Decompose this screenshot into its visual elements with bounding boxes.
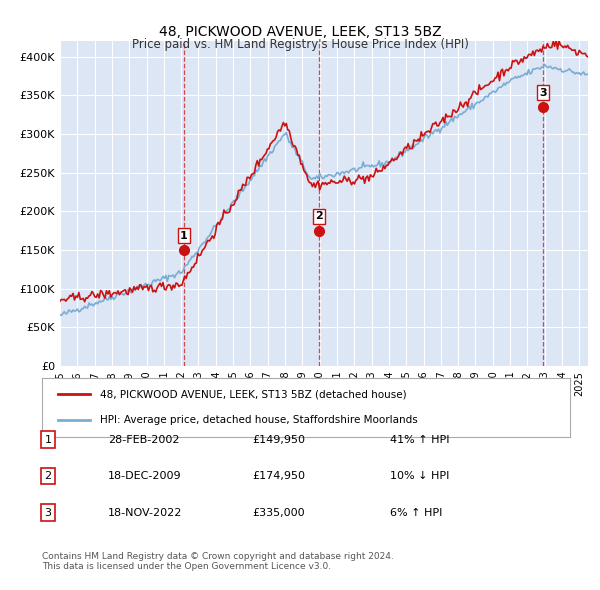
Text: £149,950: £149,950 xyxy=(252,435,305,444)
Text: 48, PICKWOOD AVENUE, LEEK, ST13 5BZ (detached house): 48, PICKWOOD AVENUE, LEEK, ST13 5BZ (det… xyxy=(100,389,407,399)
Text: £335,000: £335,000 xyxy=(252,508,305,517)
Text: Contains HM Land Registry data © Crown copyright and database right 2024.
This d: Contains HM Land Registry data © Crown c… xyxy=(42,552,394,571)
Text: 3: 3 xyxy=(44,508,52,517)
Text: 1: 1 xyxy=(44,435,52,444)
Text: Price paid vs. HM Land Registry's House Price Index (HPI): Price paid vs. HM Land Registry's House … xyxy=(131,38,469,51)
Text: 2: 2 xyxy=(315,211,323,221)
Text: HPI: Average price, detached house, Staffordshire Moorlands: HPI: Average price, detached house, Staf… xyxy=(100,415,418,425)
Text: 10% ↓ HPI: 10% ↓ HPI xyxy=(390,471,449,481)
Text: 48, PICKWOOD AVENUE, LEEK, ST13 5BZ: 48, PICKWOOD AVENUE, LEEK, ST13 5BZ xyxy=(158,25,442,40)
Text: 18-DEC-2009: 18-DEC-2009 xyxy=(108,471,182,481)
Text: 2: 2 xyxy=(44,471,52,481)
Text: 3: 3 xyxy=(539,88,547,98)
Text: 41% ↑ HPI: 41% ↑ HPI xyxy=(390,435,449,444)
Text: 1: 1 xyxy=(180,231,188,241)
Text: 6% ↑ HPI: 6% ↑ HPI xyxy=(390,508,442,517)
Text: £174,950: £174,950 xyxy=(252,471,305,481)
Text: 28-FEB-2002: 28-FEB-2002 xyxy=(108,435,179,444)
Text: 18-NOV-2022: 18-NOV-2022 xyxy=(108,508,182,517)
